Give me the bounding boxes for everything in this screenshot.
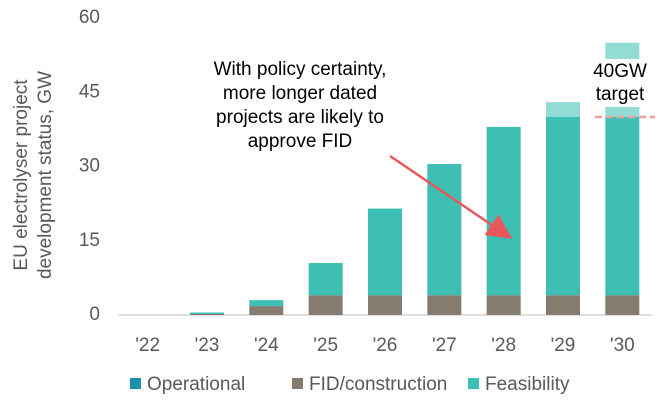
annotation-arrow xyxy=(389,154,513,239)
x-tick-label: '29 xyxy=(551,335,576,356)
bar xyxy=(486,126,521,296)
y-tick-label: 60 xyxy=(79,7,100,28)
legend-swatch xyxy=(130,378,141,389)
y-axis-label: EU electrolyser project xyxy=(11,79,32,271)
target-label-bg xyxy=(584,59,656,107)
bar xyxy=(190,314,224,315)
bar xyxy=(368,208,402,296)
bar xyxy=(546,102,580,296)
bar xyxy=(605,295,640,315)
bar xyxy=(308,263,343,296)
bar xyxy=(427,295,462,315)
bar xyxy=(249,300,284,307)
bar-part xyxy=(605,117,640,296)
legend-swatch xyxy=(292,378,303,389)
legend-label: Feasibility xyxy=(485,374,570,395)
x-tick-label: '24 xyxy=(254,335,279,356)
y-tick-label: 15 xyxy=(79,230,100,251)
bar xyxy=(249,306,284,315)
target-label: target xyxy=(596,84,645,105)
x-tick-label: '30 xyxy=(610,335,635,356)
x-tick-label: '28 xyxy=(491,335,516,356)
bar xyxy=(368,295,402,315)
annotation: approve FID xyxy=(248,131,353,152)
bar xyxy=(486,295,521,315)
bar xyxy=(190,312,224,315)
target-label: 40GW xyxy=(593,61,647,82)
x-tick-label: '22 xyxy=(135,335,160,356)
legend-swatch xyxy=(468,378,479,389)
x-tick-label: '23 xyxy=(195,335,220,356)
legend-label: Operational xyxy=(147,374,245,395)
y-axis-label: development status, GW xyxy=(35,71,56,279)
bar-part xyxy=(546,102,580,117)
annotation: projects are likely to xyxy=(216,107,384,128)
annotation: more longer dated xyxy=(223,83,377,104)
annotation: With policy certainty, xyxy=(214,59,387,80)
y-tick-label: 30 xyxy=(79,156,100,177)
y-tick-label: 0 xyxy=(89,304,100,325)
bar-part xyxy=(546,117,580,296)
bar xyxy=(308,295,343,315)
x-tick-label: '27 xyxy=(432,335,457,356)
x-tick-label: '25 xyxy=(313,335,338,356)
legend-label: FID/construction xyxy=(309,374,447,395)
x-tick-label: '26 xyxy=(373,335,398,356)
y-tick-label: 45 xyxy=(79,81,100,102)
bar xyxy=(546,295,580,315)
